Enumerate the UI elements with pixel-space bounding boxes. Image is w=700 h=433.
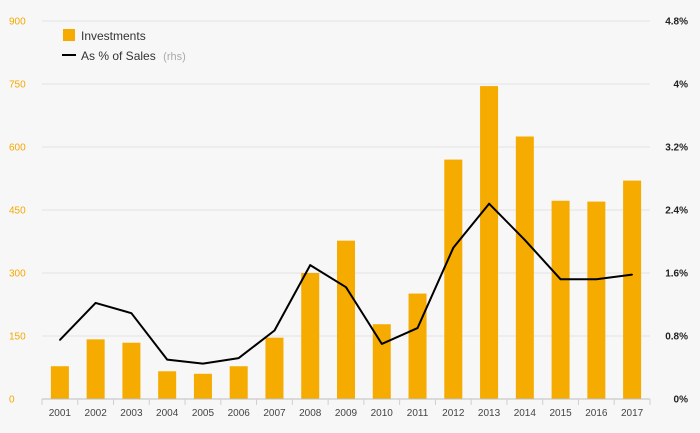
x-tick-label-2005: 2005 [192, 408, 215, 419]
x-tick-label-2002: 2002 [85, 408, 108, 419]
bar-2017 [623, 180, 642, 399]
bar-2005 [193, 373, 212, 399]
line-point-2010 [380, 343, 383, 345]
legend-label-sales-ratio: As % of Sales (rhs) [81, 47, 186, 64]
right-tick-label: 4% [674, 80, 689, 91]
legend: Investments As % of Sales (rhs) [62, 29, 186, 64]
legend-label-sales-ratio-name: As % of Sales [81, 49, 156, 63]
right-axis-ticks: 0% 0.8% 1.6% 2.4% 3.2% 4% 4.8% [665, 17, 688, 406]
bar-2013 [480, 86, 499, 399]
bar-2007 [265, 337, 284, 399]
bar-2016 [587, 201, 606, 399]
x-tick-label-2009: 2009 [335, 408, 358, 419]
legend-swatch-investments [63, 29, 75, 41]
line-point-2002 [94, 302, 97, 304]
x-tick-label-2011: 2011 [407, 408, 429, 419]
line-point-2007 [273, 329, 276, 332]
sales-ratio-line [59, 202, 633, 365]
bar-2001 [50, 366, 69, 399]
right-tick-label: 1.6% [665, 269, 688, 280]
left-tick-label: 300 [9, 269, 26, 280]
bar-2002 [86, 339, 105, 399]
line-point-2008 [309, 264, 312, 266]
line-point-2015 [559, 278, 562, 281]
bar-2014 [515, 136, 534, 399]
right-tick-label: 4.8% [665, 17, 688, 28]
left-tick-label: 0 [9, 395, 15, 406]
investment-bars [50, 86, 642, 399]
bar-2004 [158, 371, 177, 399]
right-tick-label: 0% [674, 395, 689, 406]
line-point-2009 [345, 286, 347, 288]
left-tick-label: 150 [9, 332, 26, 343]
x-tick-label-2017: 2017 [621, 408, 644, 419]
x-tick-label-2015: 2015 [549, 408, 572, 419]
line-point-2016 [595, 278, 598, 281]
right-tick-label: 0.8% [665, 332, 688, 343]
x-tick-label-2004: 2004 [156, 408, 179, 419]
x-tick-label-2012: 2012 [442, 408, 465, 419]
left-axis-ticks: 0 150 300 450 600 750 900 [9, 17, 26, 406]
x-tick-label-2008: 2008 [299, 408, 322, 419]
left-tick-label: 450 [9, 206, 26, 217]
bar-2012 [444, 159, 463, 399]
right-tick-label: 3.2% [665, 143, 688, 154]
x-tick-label-2006: 2006 [228, 408, 251, 419]
bar-2015 [551, 200, 570, 399]
left-tick-label: 900 [9, 17, 26, 28]
line-point-2012 [452, 247, 455, 249]
x-tick-label-2014: 2014 [514, 408, 537, 419]
left-tick-label: 600 [9, 143, 26, 154]
bar-2009 [337, 240, 355, 399]
right-tick-label: 2.4% [665, 206, 688, 217]
legend-label-investments: Investments [81, 29, 146, 43]
left-tick-label: 750 [9, 80, 26, 91]
line-point-2011 [416, 327, 419, 329]
line-point-2003 [130, 312, 133, 314]
x-tick-label-2003: 2003 [120, 408, 143, 419]
legend-label-rhs-note: (rhs) [163, 51, 186, 63]
bar-2006 [229, 366, 248, 399]
bar-2011 [408, 293, 427, 399]
line-point-2001 [59, 339, 61, 341]
line-point-2013 [488, 202, 490, 205]
x-tick-label-2007: 2007 [263, 408, 286, 419]
x-tick-label-2013: 2013 [478, 408, 501, 419]
line-point-2004 [166, 358, 168, 361]
bar-2008 [301, 273, 320, 399]
line-point-2006 [237, 357, 240, 359]
line-point-2014 [524, 239, 526, 241]
line-point-2005 [202, 362, 204, 365]
line-point-2017 [631, 273, 633, 276]
x-tick-label-2016: 2016 [585, 408, 608, 419]
x-tick-label-2010: 2010 [371, 408, 394, 419]
x-tick-label-2001: 2001 [49, 408, 72, 419]
x-axis: 2001 2002 2003 2004 2005 2006 2007 2008 2009 2010… [41, 398, 651, 419]
bar-2003 [122, 342, 141, 399]
